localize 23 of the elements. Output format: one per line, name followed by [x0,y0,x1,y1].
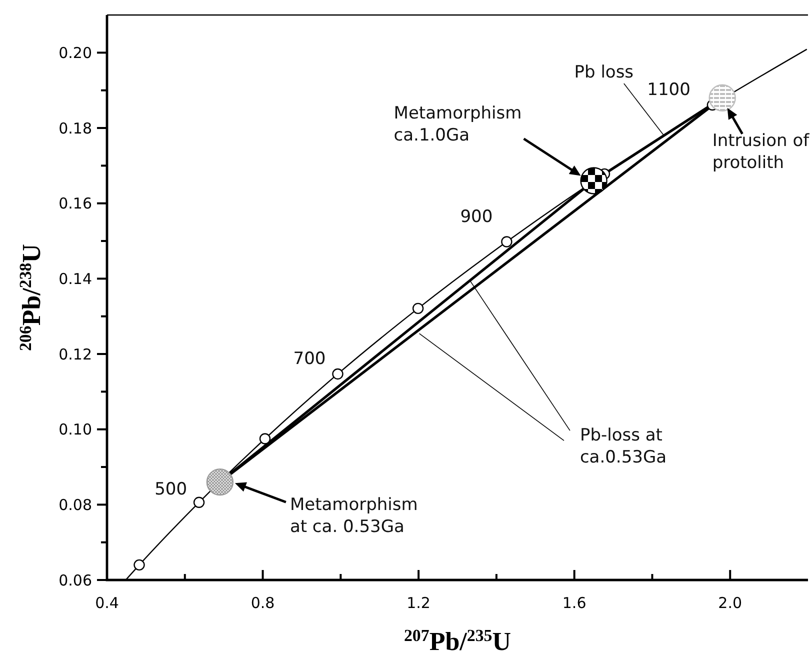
y-tick-label: 0.20 [58,44,92,62]
y-tick-label: 0.12 [58,345,92,364]
annotation: 900 [460,206,493,227]
y-tick-label: 0.08 [58,496,92,514]
x-axis-title: $^{207}$Pb/$^{235}$U [404,626,512,656]
y-tick-label: 0.10 [58,420,92,439]
y-tick-label: 0.06 [58,571,92,590]
x-tick-label: 0.4 [95,594,119,612]
annotation: 500 [154,479,188,500]
annotation: 700 [293,348,326,369]
annotation: Pb loss [574,62,634,83]
annotation: Pb-loss at ca.0.53Ga [580,426,667,468]
y-tick-label: 0.14 [58,270,92,288]
x-tick-label: 2.0 [718,594,742,612]
y-tick-label: 0.16 [58,194,92,213]
x-tick-label: 0.8 [250,594,275,612]
annotation: Metamorphism ca.1.0Ga [394,104,522,146]
annotation: Metamorphism at ca. 0.53Ga [290,495,418,538]
annotation: 1100 [647,80,690,100]
annotation: Intrusion of protolith [712,130,810,173]
x-tick-label: 1.2 [406,594,430,612]
y-tick-label: 0.18 [58,119,92,138]
x-tick-label: 1.6 [562,594,586,612]
